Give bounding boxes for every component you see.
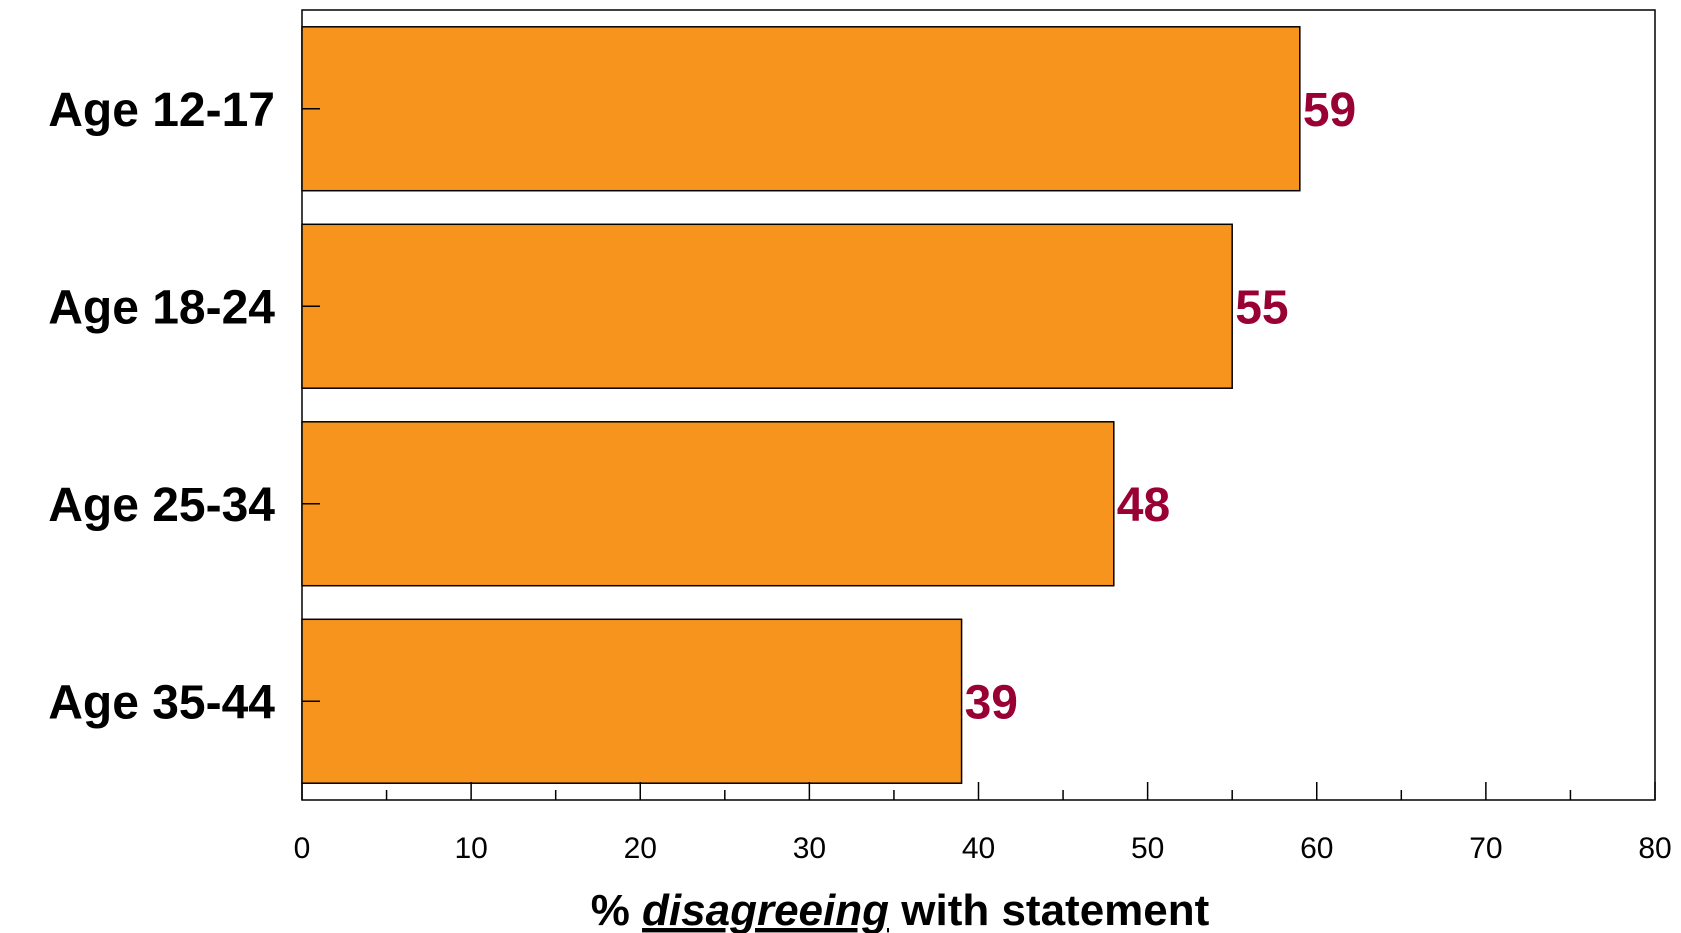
bar-3 [301,421,1115,587]
x-axis-title-prefix: % [591,886,642,933]
x-tick-label: 30 [793,832,826,865]
x-axis-title: % disagreeing with statement [591,886,1210,933]
bar-1 [301,26,1301,192]
value-labels: 59 55 48 39 [965,84,1357,730]
category-label: Age 18-24 [48,281,275,334]
bars-group [301,26,1301,784]
value-label: 55 [1235,281,1288,334]
value-label: 39 [965,676,1018,729]
x-axis-title-emphasis: disagreeing [642,886,889,933]
bar-2 [301,223,1233,389]
value-label: 48 [1117,479,1170,532]
x-axis-title-suffix: with statement [889,886,1210,933]
x-tick-label: 0 [294,832,311,865]
x-axis: 0 10 20 30 40 50 60 70 80 [294,108,1672,865]
bar-4 [301,618,963,784]
category-label: Age 25-34 [48,479,275,532]
x-tick-label: 60 [1300,832,1333,865]
category-labels: Age 12-17 Age 18-24 Age 25-34 Age 35-44 [48,84,275,730]
value-label: 59 [1303,84,1356,137]
category-label: Age 35-44 [48,676,275,729]
x-tick-label: 80 [1638,832,1671,865]
x-tick-label: 50 [1131,832,1164,865]
x-tick-label: 40 [962,832,995,865]
x-tick-label: 10 [454,832,487,865]
x-tick-label: 70 [1469,832,1502,865]
x-tick-label: 20 [624,832,657,865]
category-label: Age 12-17 [48,84,275,137]
